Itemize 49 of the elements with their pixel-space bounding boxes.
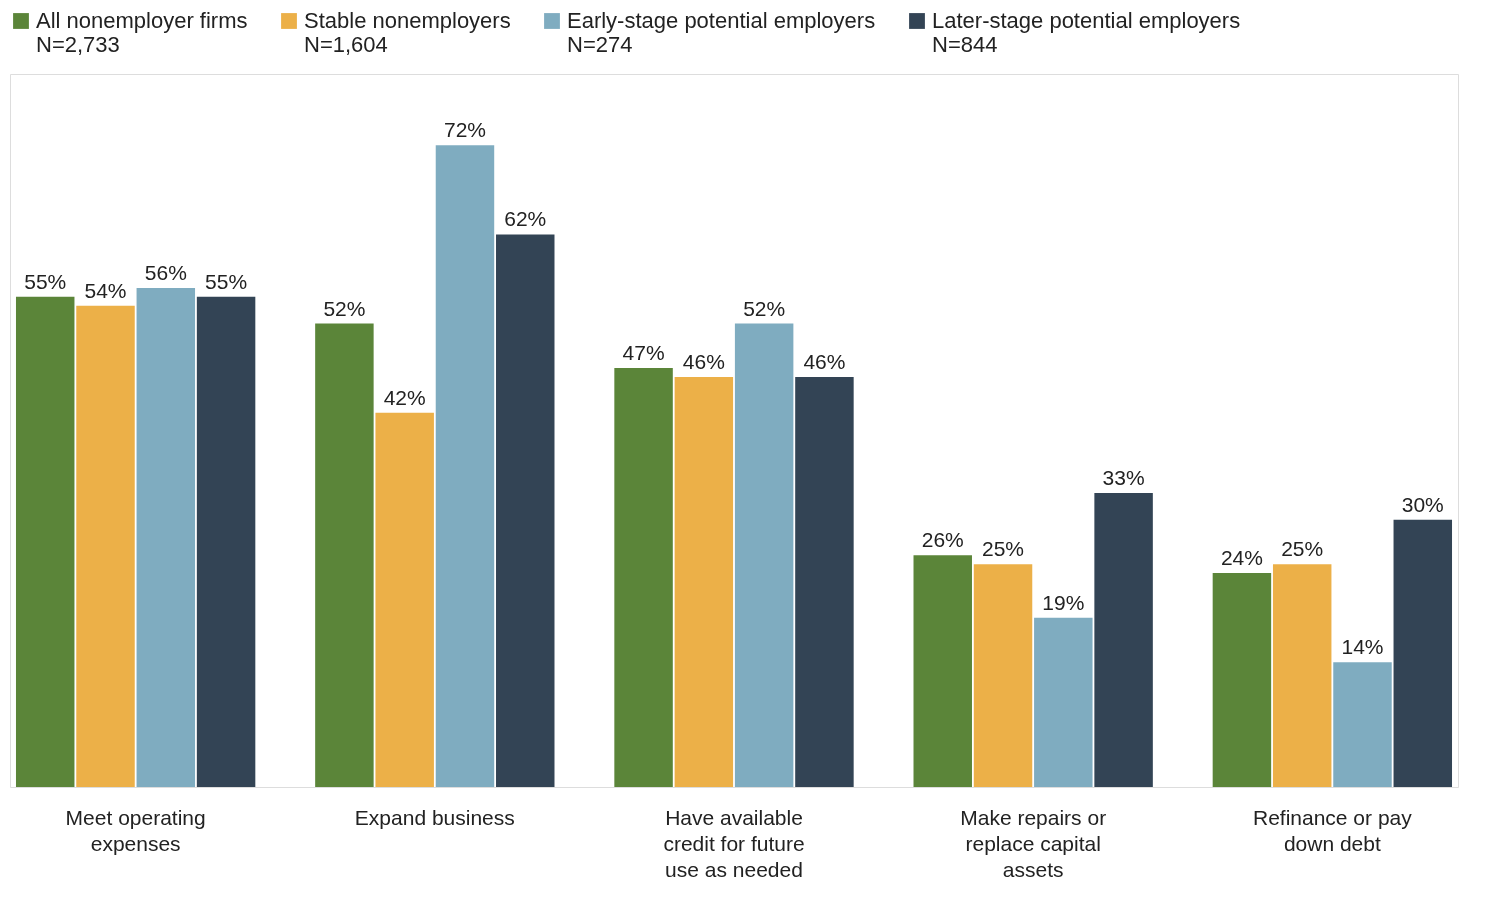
bar [795, 377, 854, 787]
data-label: 47% [622, 341, 665, 365]
bar [614, 368, 673, 787]
data-label: 55% [205, 269, 248, 293]
bar [15, 296, 75, 787]
data-label: 25% [1281, 537, 1324, 561]
bar [435, 145, 495, 787]
x-tick-label: Meet operating expenses [65, 805, 206, 855]
bar [1393, 519, 1453, 787]
data-label: 42% [383, 385, 426, 409]
data-label: 52% [323, 296, 366, 320]
data-label: 24% [1220, 546, 1263, 570]
bar [496, 234, 555, 787]
data-label: 46% [682, 350, 725, 374]
bar [196, 296, 256, 787]
bar [913, 555, 972, 787]
bar [1333, 662, 1392, 787]
data-label: 56% [144, 260, 187, 284]
data-label: 26% [921, 528, 964, 552]
bar [973, 564, 1033, 787]
bar [1034, 617, 1093, 787]
data-label: 46% [803, 350, 846, 374]
legend-label: Stable nonemployers N=1,604 [304, 8, 511, 57]
x-tick-label: Expand business [354, 805, 515, 829]
data-label: 33% [1102, 465, 1145, 489]
legend-label: Early-stage potential employers N=274 [567, 8, 876, 57]
bar [674, 377, 734, 787]
data-label: 19% [1042, 590, 1085, 614]
bar [315, 323, 374, 787]
data-label: 25% [982, 537, 1025, 561]
data-label: 54% [84, 278, 127, 302]
bar [734, 323, 794, 787]
bar [1094, 492, 1153, 787]
data-label: 14% [1341, 635, 1384, 659]
bar [375, 412, 434, 787]
data-label: 72% [443, 118, 486, 142]
data-label: 62% [504, 207, 547, 231]
legend-label: All nonemployer firms N=2,733 [36, 8, 248, 57]
bar [76, 305, 135, 787]
bar [1212, 573, 1272, 787]
x-tick-label: Refinance or pay down debt [1252, 805, 1413, 855]
data-label: 52% [743, 296, 786, 320]
legend-label: Later-stage potential employers N=844 [932, 8, 1241, 57]
data-label: 55% [24, 269, 67, 293]
bar [1272, 564, 1332, 787]
x-tick-label: Make repairs or replace capital assets [960, 805, 1107, 881]
data-label: 30% [1401, 492, 1444, 516]
bar [136, 287, 196, 787]
x-tick-label: Have available credit for future use as needed [663, 805, 805, 881]
